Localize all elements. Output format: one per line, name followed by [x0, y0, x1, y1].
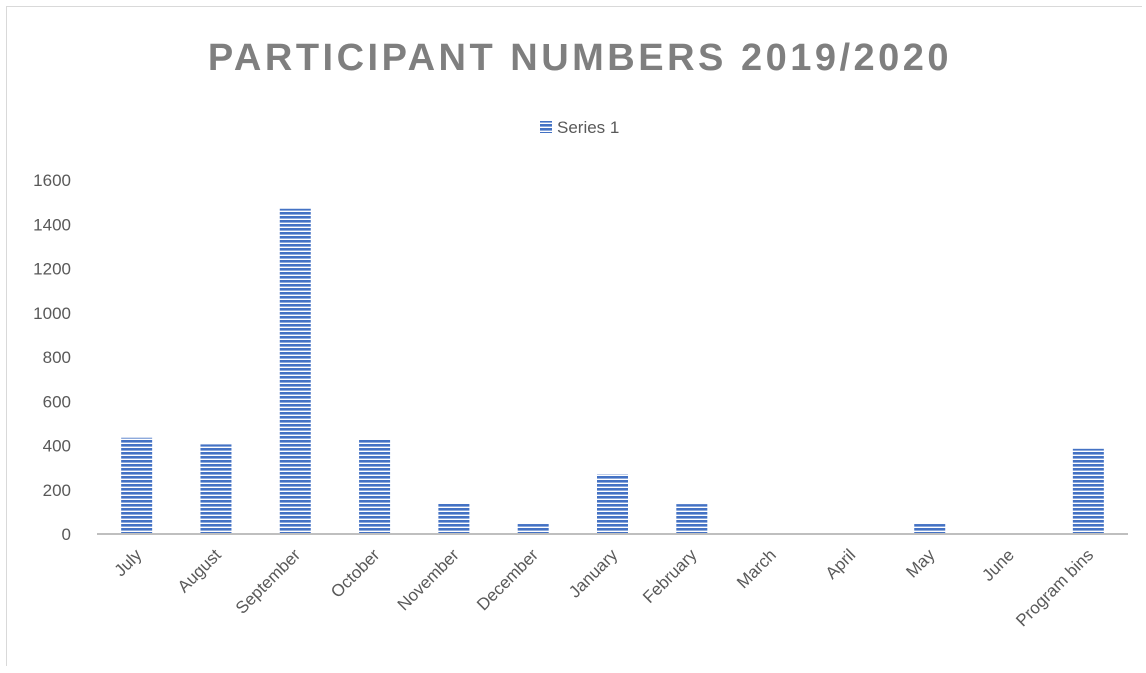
x-tick-label: December: [473, 545, 542, 614]
y-tick-label: 1000: [33, 304, 71, 323]
x-tick-label: February: [639, 545, 701, 607]
x-tick-label: September: [232, 545, 304, 617]
x-tick-label: July: [111, 545, 146, 580]
y-axis: 0 200 400 600 800 1000 1200 1400 1600: [33, 171, 71, 544]
y-tick-label: 0: [62, 525, 71, 544]
bar: [438, 503, 470, 534]
y-tick-label: 1600: [33, 171, 71, 190]
x-axis: July August September October November Decemb…: [111, 545, 1098, 630]
y-tick-label: 200: [43, 481, 71, 500]
bar: [121, 437, 153, 534]
bar: [597, 474, 628, 534]
y-tick-label: 600: [43, 392, 71, 411]
y-tick-label: 1200: [33, 260, 71, 279]
x-tick-label: October: [327, 545, 383, 601]
bar: [200, 444, 232, 534]
x-tick-label: January: [565, 545, 622, 602]
x-tick-label: April: [822, 545, 859, 582]
legend: Series 1: [540, 118, 619, 137]
x-tick-label: June: [978, 545, 1018, 585]
legend-swatch: [540, 121, 552, 133]
chart-title: PARTICIPANT NUMBERS 2019/2020: [208, 37, 952, 79]
chart-frame: [6, 6, 1142, 666]
bar-series: [121, 208, 1104, 534]
x-tick-label: May: [902, 545, 938, 581]
x-tick-label: August: [174, 545, 225, 596]
bar: [1072, 448, 1104, 534]
bar: [676, 504, 708, 534]
bar: [914, 524, 946, 534]
y-tick-label: 400: [43, 437, 71, 456]
y-tick-label: 1400: [33, 215, 71, 234]
y-tick-label: 800: [43, 348, 71, 367]
bar: [359, 439, 391, 534]
x-tick-label: March: [733, 545, 780, 592]
x-tick-label: November: [394, 545, 463, 614]
legend-label: Series 1: [557, 118, 619, 137]
x-tick-label: Program bins: [1012, 545, 1097, 630]
bar: [279, 208, 311, 534]
bar: [517, 524, 549, 534]
